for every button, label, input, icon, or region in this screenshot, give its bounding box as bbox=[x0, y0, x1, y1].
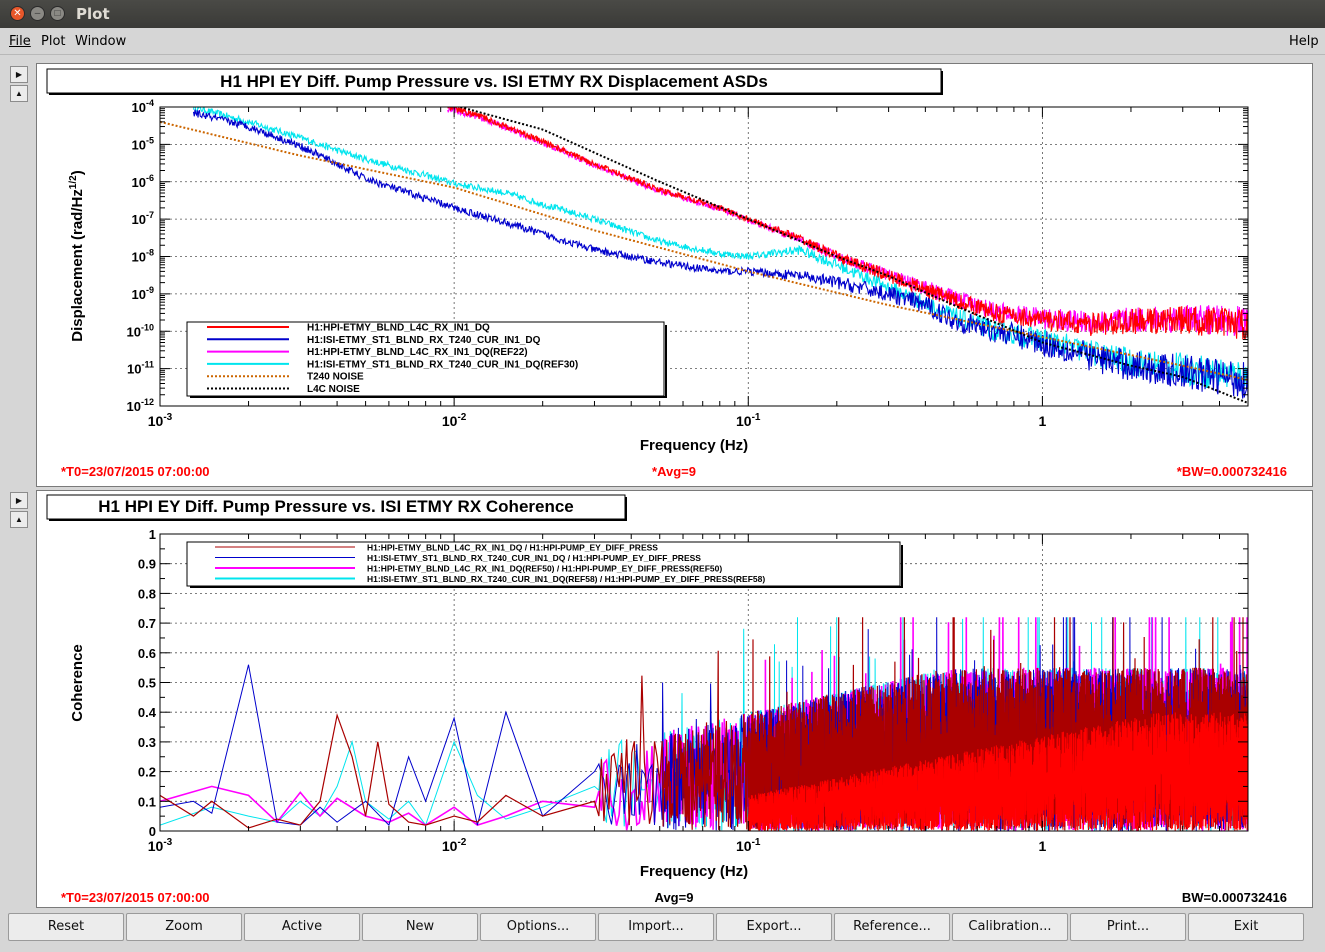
import-button[interactable]: Import... bbox=[598, 913, 714, 941]
coh-x-tick-label: 10-2 bbox=[442, 837, 467, 854]
coh-y-axis-label: Coherence bbox=[69, 644, 86, 722]
coh-avg-label: Avg=9 bbox=[655, 890, 694, 905]
calibration-button[interactable]: Calibration... bbox=[952, 913, 1068, 941]
coh-y-tick-label: 0 bbox=[149, 824, 156, 839]
coh-y-tick-label: 0.1 bbox=[138, 794, 156, 809]
asd-x-tick-label: 10-2 bbox=[442, 412, 467, 429]
coh-x-tick-label: 1 bbox=[1039, 838, 1047, 854]
coh-x-tick-label: 10-3 bbox=[148, 837, 173, 854]
coh-legend-label: H1:HPI-ETMY_BLND_L4C_RX_IN1_DQ / H1:HPI-… bbox=[367, 543, 658, 553]
coh-title-box bbox=[46, 494, 626, 520]
panel2-collapse-button[interactable]: ▲ bbox=[10, 511, 28, 528]
coh-series-line-overlay bbox=[747, 712, 1248, 831]
coherence-chart: H1 HPI EY Diff. Pump Pressure vs. ISI ET… bbox=[46, 494, 1287, 905]
panel1-expand-button[interactable]: ▶ bbox=[10, 66, 28, 83]
active-button[interactable]: Active bbox=[244, 913, 360, 941]
asd-x-tick-label: 10-3 bbox=[148, 412, 173, 429]
coh-y-tick-label: 0.4 bbox=[138, 705, 157, 720]
asd-legend-label: H1:ISI-ETMY_ST1_BLND_RX_T240_CUR_IN1_DQ bbox=[307, 335, 541, 346]
coh-title: H1 HPI EY Diff. Pump Pressure vs. ISI ET… bbox=[98, 497, 574, 516]
coh-y-tick-label: 0.3 bbox=[138, 735, 156, 750]
window-title: Plot bbox=[76, 5, 110, 23]
asd-legend-label: H1:HPI-ETMY_BLND_L4C_RX_IN1_DQ(REF22) bbox=[307, 347, 528, 358]
menu-bar: File Plot Window Help bbox=[0, 28, 1325, 55]
asd-y-tick-label: 10-6 bbox=[132, 173, 154, 190]
coh-y-tick-label: 0.2 bbox=[138, 765, 156, 780]
coh-y-tick-label: 0.8 bbox=[138, 586, 156, 601]
bottom-toolbar: Reset Zoom Active New Options... Import... Exp… bbox=[8, 913, 1318, 942]
export-button[interactable]: Export... bbox=[716, 913, 832, 941]
asd-t0-label: *T0=23/07/2015 07:00:00 bbox=[61, 464, 210, 479]
coh-y-tick-label: 0.6 bbox=[138, 646, 156, 661]
menu-window[interactable]: Window bbox=[75, 34, 127, 49]
coh-legend-label: H1:ISI-ETMY_ST1_BLND_RX_T240_CUR_IN1_DQ … bbox=[367, 553, 701, 563]
exit-button[interactable]: Exit bbox=[1188, 913, 1304, 941]
coh-bw-label: BW=0.000732416 bbox=[1182, 890, 1287, 905]
asd-series-line bbox=[192, 109, 1248, 399]
menu-file[interactable]: File bbox=[9, 34, 31, 49]
asd-y-tick-label: 10-7 bbox=[132, 210, 154, 227]
panel1-collapse-button[interactable]: ▲ bbox=[10, 85, 28, 102]
coherence-plot-panel[interactable]: H1 HPI EY Diff. Pump Pressure vs. ISI ET… bbox=[36, 490, 1313, 908]
asd-legend-label: T240 NOISE bbox=[307, 372, 364, 383]
coh-y-tick-label: 0.5 bbox=[138, 676, 156, 691]
coh-x-axis-label: Frequency (Hz) bbox=[640, 863, 748, 880]
asd-y-tick-label: 10-12 bbox=[127, 397, 154, 414]
panel2-expand-button[interactable]: ▶ bbox=[10, 492, 28, 509]
maximize-icon[interactable]: □ bbox=[50, 6, 65, 21]
asd-y-tick-label: 10-4 bbox=[132, 98, 154, 115]
reference-button[interactable]: Reference... bbox=[834, 913, 950, 941]
asd-title-box bbox=[46, 68, 942, 94]
asd-x-tick-label: 1 bbox=[1039, 413, 1047, 429]
asd-y-tick-label: 10-5 bbox=[132, 135, 154, 152]
asd-x-axis-label: Frequency (Hz) bbox=[640, 437, 748, 454]
asd-series-line bbox=[447, 107, 1248, 341]
coh-legend: H1:HPI-ETMY_BLND_L4C_RX_IN1_DQ / H1:HPI-… bbox=[186, 541, 903, 588]
menu-plot[interactable]: Plot bbox=[41, 34, 66, 49]
coh-x-tick-label: 10-1 bbox=[736, 837, 761, 854]
asd-chart: H1 HPI EY Diff. Pump Pressure vs. ISI ET… bbox=[46, 68, 1287, 479]
asd-plot-panel[interactable]: H1 HPI EY Diff. Pump Pressure vs. ISI ET… bbox=[36, 63, 1313, 487]
asd-series-line bbox=[160, 120, 1248, 381]
asd-avg-label: *Avg=9 bbox=[652, 464, 696, 479]
asd-title: H1 HPI EY Diff. Pump Pressure vs. ISI ET… bbox=[220, 72, 768, 91]
reset-button[interactable]: Reset bbox=[8, 913, 124, 941]
minimize-icon[interactable]: – bbox=[30, 6, 45, 21]
coh-legend-label: H1:ISI-ETMY_ST1_BLND_RX_T240_CUR_IN1_DQ(… bbox=[367, 574, 765, 584]
coh-y-tick-label: 0.7 bbox=[138, 616, 156, 631]
new-button[interactable]: New bbox=[362, 913, 478, 941]
zoom-button[interactable]: Zoom bbox=[126, 913, 242, 941]
asd-y-tick-label: 10-10 bbox=[127, 322, 154, 339]
coh-y-tick-label: 1 bbox=[149, 527, 156, 542]
asd-y-tick-label: 10-9 bbox=[132, 285, 154, 302]
title-bar: ✕ – □ Plot bbox=[0, 0, 1325, 28]
close-icon[interactable]: ✕ bbox=[10, 6, 25, 21]
options-button[interactable]: Options... bbox=[480, 913, 596, 941]
menu-help[interactable]: Help bbox=[1289, 34, 1319, 49]
asd-x-tick-label: 10-1 bbox=[736, 412, 761, 429]
asd-legend-label: L4C NOISE bbox=[307, 384, 360, 395]
asd-series-line bbox=[460, 107, 1248, 404]
coh-legend-label: H1:HPI-ETMY_BLND_L4C_RX_IN1_DQ(REF50) / … bbox=[367, 564, 722, 574]
asd-legend: H1:HPI-ETMY_BLND_L4C_RX_IN1_DQH1:ISI-ETM… bbox=[186, 321, 667, 398]
asd-y-axis-label: Displacement (rad/Hz1/2) bbox=[68, 170, 86, 341]
asd-y-tick-label: 10-11 bbox=[127, 360, 154, 377]
asd-bw-label: *BW=0.000732416 bbox=[1177, 464, 1287, 479]
asd-y-tick-label: 10-8 bbox=[132, 248, 154, 265]
coh-y-tick-label: 0.9 bbox=[138, 557, 156, 572]
asd-legend-label: H1:ISI-ETMY_ST1_BLND_RX_T240_CUR_IN1_DQ(… bbox=[307, 359, 578, 370]
print-button[interactable]: Print... bbox=[1070, 913, 1186, 941]
asd-legend-label: H1:HPI-ETMY_BLND_L4C_RX_IN1_DQ bbox=[307, 323, 490, 334]
coh-t0-label: *T0=23/07/2015 07:00:00 bbox=[61, 890, 210, 905]
